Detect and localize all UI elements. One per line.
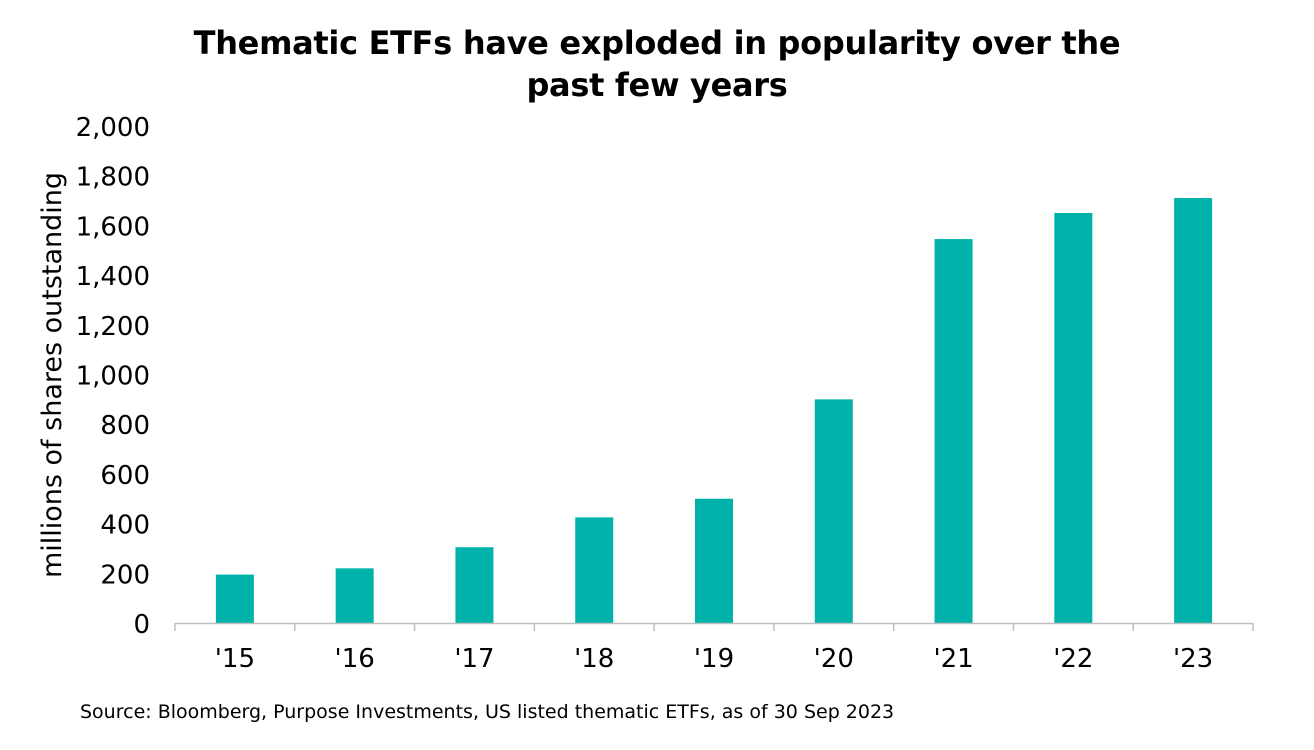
chart-title: Thematic ETFs have exploded in popularit… [0, 22, 1314, 106]
y-tick-label: 0 [133, 610, 150, 640]
bar-0 [215, 574, 254, 623]
bar-5 [814, 399, 853, 623]
y-tick-label: 1,200 [76, 312, 150, 342]
bar-7 [1054, 212, 1093, 623]
y-tick-label: 2,000 [76, 113, 150, 143]
x-tick-label: '19 [694, 644, 734, 674]
x-axis [174, 622, 1254, 631]
bars [215, 198, 1213, 623]
y-tick-label: 600 [100, 461, 150, 491]
y-tick-label: 800 [100, 411, 150, 441]
y-tick-label: 400 [100, 511, 150, 541]
y-tick-label: 1,000 [76, 362, 150, 392]
x-tick-label: '18 [574, 644, 614, 674]
x-axis-tick-labels: '15 '16 '17 '18 '19 '20 '21 '22 '23 [215, 644, 1213, 674]
y-tick-label: 1,800 [76, 163, 150, 193]
bar-2 [455, 547, 494, 623]
y-tick-label: 200 [100, 560, 150, 590]
x-tick-label: '23 [1173, 644, 1213, 674]
bar-3 [575, 517, 614, 623]
source-note: Source: Bloomberg, Purpose Investments, … [80, 701, 895, 723]
chart-title-line-1: Thematic ETFs have exploded in popularit… [193, 24, 1121, 62]
y-tick-label: 1,400 [76, 262, 150, 292]
y-axis-label: millions of shares outstanding [37, 172, 68, 578]
x-tick-label: '22 [1053, 644, 1093, 674]
x-tick-label: '17 [454, 644, 494, 674]
x-tick-label: '16 [335, 644, 375, 674]
bar-4 [695, 498, 733, 623]
bar-6 [934, 239, 973, 623]
bar-1 [335, 568, 374, 623]
y-tick-label: 1,600 [76, 212, 150, 242]
y-axis-tick-labels: 0 200 400 600 800 1,000 1,200 1,400 1,600 1,800 2,… [76, 113, 150, 640]
x-tick-label: '20 [814, 644, 854, 674]
x-tick-label: '21 [933, 644, 973, 674]
bar-8 [1174, 198, 1213, 623]
x-tick-label: '15 [215, 644, 255, 674]
chart-title-line-2: past few years [526, 66, 788, 104]
